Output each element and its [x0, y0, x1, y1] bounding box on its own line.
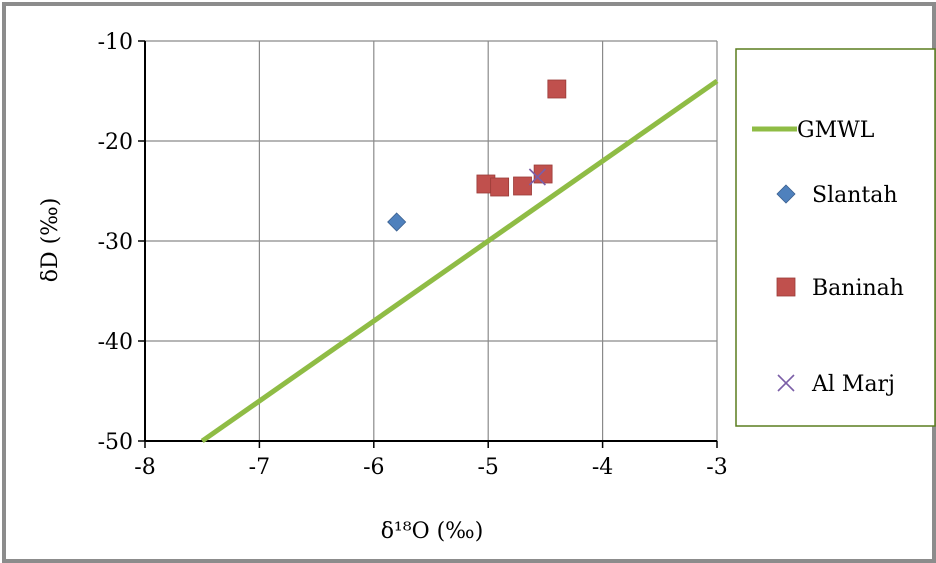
data-point-slantah [387, 212, 407, 232]
legend-label: Al Marj [811, 372, 895, 397]
y-tick-label: -10 [98, 30, 133, 55]
legend-item: Al Marj [777, 372, 895, 397]
data-point-baninah [547, 79, 567, 99]
x-tick-label: -7 [249, 455, 270, 480]
series-layer [200, 78, 719, 444]
series-line-gmwl [200, 78, 719, 444]
x-tick-label: -8 [134, 455, 155, 480]
legend-label: Baninah [812, 276, 904, 301]
data-point-baninah [513, 176, 532, 196]
data-point-baninah [490, 177, 510, 197]
y-tick-label: -20 [98, 130, 133, 155]
axes [138, 40, 718, 448]
legend-swatch-marker [776, 184, 796, 204]
legend-label: Slantah [812, 183, 898, 208]
data-point-al-marj [528, 168, 546, 186]
y-axis-title: δD (‰) [38, 198, 63, 283]
x-tick-label: -5 [477, 455, 498, 480]
y-tick-label: -30 [98, 230, 133, 255]
legend-label: GMWL [797, 118, 875, 143]
legend-item: Slantah [776, 183, 898, 208]
legend-item: GMWL [752, 118, 875, 143]
legend-box [735, 48, 936, 427]
legend: GMWL Slantah Baninah Al Marj [735, 48, 936, 427]
legend-item: Baninah [776, 276, 904, 301]
y-tick-label: -40 [98, 330, 133, 355]
data-point-baninah [533, 164, 553, 184]
legend-swatch-marker [776, 277, 796, 297]
grid-lines [144, 40, 718, 442]
y-tick-label: -50 [98, 430, 133, 455]
x-tick-label: -4 [592, 455, 613, 480]
tick-labels: -8 -7 -6 -5 -4 -3 -10 -20 -30 -40 -50 [98, 30, 728, 480]
x-axis-title: δ¹⁸O (‰) [381, 519, 484, 544]
x-tick-label: -6 [363, 455, 384, 480]
legend-swatch-marker [777, 374, 795, 392]
x-tick-label: -3 [706, 455, 727, 480]
